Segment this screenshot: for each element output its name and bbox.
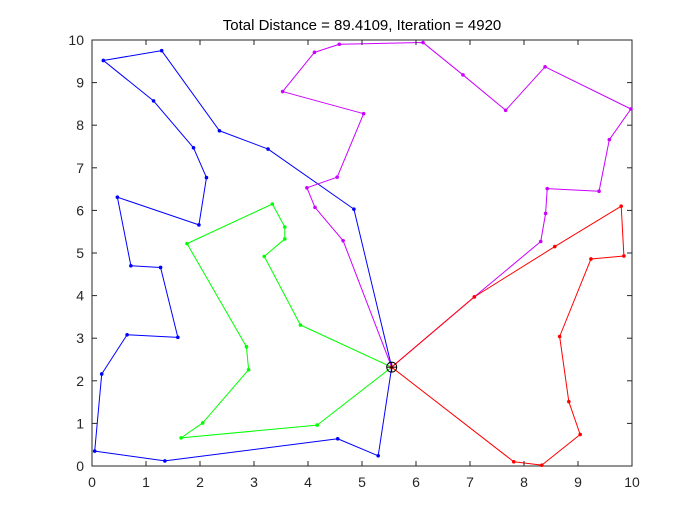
series-0-point-3 bbox=[217, 128, 222, 133]
series-1-point-13 bbox=[629, 107, 633, 111]
series-0-point-15 bbox=[99, 372, 104, 376]
series-3-point-5 bbox=[557, 334, 562, 339]
plot-area: 0 1 2 3 4 5 6 7 8 9 10 0 1 2 3 4 5 6 7 8 9 10 bbox=[68, 32, 640, 490]
y-axis: 0 1 2 3 4 5 6 7 8 9 10 bbox=[68, 32, 632, 474]
x-tick-label-1: 1 bbox=[142, 474, 150, 490]
series-0-point-9 bbox=[197, 223, 201, 227]
series-0-point-8 bbox=[204, 175, 209, 180]
series-3-point-10 bbox=[472, 295, 477, 299]
series-0-point-7 bbox=[191, 145, 196, 150]
x-tick-label-7: 7 bbox=[466, 474, 474, 490]
series-0-point-6 bbox=[151, 99, 156, 103]
series-1-point-8 bbox=[337, 42, 342, 47]
series-3-point-7 bbox=[622, 254, 626, 258]
y-tick-label-2: 2 bbox=[76, 373, 84, 389]
series-3-point-4 bbox=[567, 399, 571, 404]
y-tick-label-7: 7 bbox=[76, 160, 84, 176]
series-1-point-14 bbox=[607, 137, 612, 142]
series-1-point-11 bbox=[503, 108, 508, 113]
series-0-point-14 bbox=[125, 332, 129, 337]
series-1-point-15 bbox=[597, 189, 601, 194]
series-1-point-7 bbox=[312, 50, 317, 55]
series-1-point-12 bbox=[543, 65, 547, 69]
series-2-point-3 bbox=[282, 237, 287, 241]
x-tick-label-10: 10 bbox=[624, 474, 640, 490]
y-tick-label-0: 0 bbox=[76, 458, 84, 474]
series-2-point-2 bbox=[262, 254, 267, 259]
series-3 bbox=[389, 204, 626, 467]
x-tick-label-8: 8 bbox=[520, 474, 528, 490]
series-3-point-1 bbox=[511, 459, 516, 464]
x-tick-label-4: 4 bbox=[304, 474, 312, 490]
y-tick-label-4: 4 bbox=[76, 288, 84, 304]
series-0-point-17 bbox=[163, 459, 167, 463]
series-3-point-3 bbox=[578, 432, 582, 437]
series-1-point-18 bbox=[538, 239, 543, 244]
y-tick-label-3: 3 bbox=[76, 330, 84, 346]
x-tick-label-5: 5 bbox=[358, 474, 366, 490]
series-1-point-5 bbox=[361, 111, 366, 116]
series-0-point-2 bbox=[266, 147, 270, 151]
series-1-point-2 bbox=[313, 205, 317, 210]
series-0-point-10 bbox=[115, 195, 120, 199]
x-axis: 0 1 2 3 4 5 6 7 8 9 10 bbox=[88, 40, 640, 490]
y-tick-label-1: 1 bbox=[76, 415, 84, 431]
y-tick-label-8: 8 bbox=[76, 117, 84, 133]
y-tick-label-6: 6 bbox=[76, 202, 84, 218]
series-1-point-10 bbox=[461, 73, 465, 77]
series-2-point-10 bbox=[179, 436, 183, 440]
chart-title: Total Distance = 89.4109, Iteration = 49… bbox=[223, 17, 502, 34]
x-tick-label-3: 3 bbox=[250, 474, 258, 490]
series-2-point-1 bbox=[298, 323, 303, 327]
series-2-point-4 bbox=[282, 225, 287, 229]
plot-frame bbox=[91, 39, 633, 467]
series-0-point-1 bbox=[352, 207, 356, 211]
x-tick-label-0: 0 bbox=[88, 474, 96, 490]
series-1-point-6 bbox=[280, 89, 285, 94]
series-3-point-2 bbox=[540, 463, 544, 467]
series-layer bbox=[92, 40, 633, 467]
x-tick-label-6: 6 bbox=[412, 474, 420, 490]
depot-layer bbox=[386, 361, 398, 373]
series-0-point-4 bbox=[159, 48, 164, 53]
y-tick-label-10: 10 bbox=[68, 32, 84, 48]
x-tick-label-9: 9 bbox=[574, 474, 582, 490]
series-1-point-1 bbox=[341, 238, 345, 243]
x-tick-label-2: 2 bbox=[196, 474, 204, 490]
series-3-point-9 bbox=[552, 244, 557, 249]
series-1-point-17 bbox=[543, 211, 548, 216]
series-3-point-6 bbox=[589, 257, 593, 261]
series-0-point-19 bbox=[376, 453, 381, 458]
series-0-point-18 bbox=[335, 436, 340, 441]
series-1-point-3 bbox=[305, 186, 309, 190]
y-tick-label-5: 5 bbox=[76, 245, 84, 261]
series-0-point-13 bbox=[176, 335, 180, 340]
series-2-point-11 bbox=[315, 423, 319, 427]
series-2-point-7 bbox=[244, 344, 249, 349]
series-0-point-5 bbox=[101, 58, 106, 63]
series-1-point-16 bbox=[545, 186, 550, 191]
series-2-point-5 bbox=[270, 202, 275, 206]
series-1-point-4 bbox=[335, 175, 339, 179]
series-1-point-9 bbox=[421, 40, 425, 45]
series-2-point-9 bbox=[200, 421, 205, 425]
series-3-line bbox=[391, 205, 625, 466]
series-0-point-16 bbox=[92, 449, 97, 453]
series-2-point-6 bbox=[185, 241, 189, 246]
series-2-point-8 bbox=[246, 367, 251, 372]
y-tick-label-9: 9 bbox=[76, 75, 84, 91]
series-0-point-11 bbox=[129, 263, 133, 268]
series-3-point-8 bbox=[619, 204, 623, 208]
series-0-point-12 bbox=[158, 265, 163, 270]
